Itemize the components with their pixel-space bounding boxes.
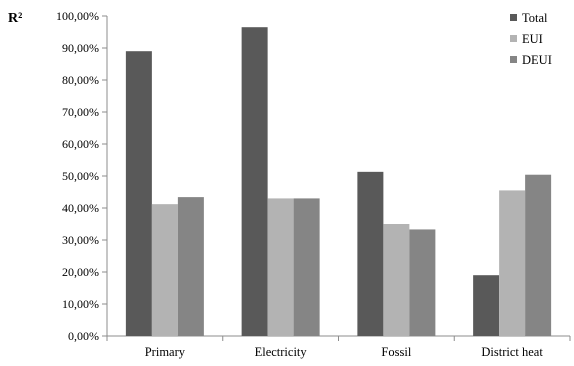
legend-swatch-eui bbox=[510, 35, 517, 42]
y-tick-label: 70,00% bbox=[62, 105, 99, 119]
legend: Total EUI DEUI bbox=[510, 11, 552, 67]
y-tick-label: 100,00% bbox=[56, 9, 99, 23]
bars bbox=[125, 27, 552, 336]
y-tick-label: 50,00% bbox=[62, 169, 99, 183]
y-tick-label: 0,00% bbox=[68, 329, 99, 343]
y-tick-label: 40,00% bbox=[62, 201, 99, 215]
y-tick-label: 80,00% bbox=[62, 73, 99, 87]
y-tick-label: 10,00% bbox=[62, 297, 99, 311]
bar-total bbox=[473, 275, 500, 336]
legend-label-deui: DEUI bbox=[522, 53, 552, 67]
bar-eui bbox=[383, 224, 410, 336]
bar-deui bbox=[177, 197, 204, 336]
bar-total bbox=[357, 171, 384, 336]
legend-swatch-total bbox=[510, 14, 517, 21]
x-category-label: District heat bbox=[481, 345, 543, 359]
legend-label-total: Total bbox=[522, 11, 548, 25]
x-axis: Primary Electricity Fossil District heat bbox=[106, 335, 571, 359]
bar-deui bbox=[409, 229, 436, 336]
legend-label-eui: EUI bbox=[522, 32, 543, 46]
x-category-label: Fossil bbox=[381, 345, 411, 359]
bar-eui bbox=[499, 190, 526, 336]
bar-deui bbox=[293, 198, 320, 336]
bar-total bbox=[241, 27, 268, 336]
x-category-label: Primary bbox=[145, 345, 186, 359]
bar-eui bbox=[267, 198, 294, 336]
y-axis-label: R² bbox=[8, 11, 22, 26]
bar-eui bbox=[151, 204, 178, 336]
bar-deui bbox=[525, 174, 552, 336]
y-axis: 0,00% 10,00% 20,00% 30,00% 40,00% 50,00% 60,00… bbox=[56, 9, 108, 343]
bar-total bbox=[125, 51, 152, 336]
y-tick-label: 60,00% bbox=[62, 137, 99, 151]
y-tick-label: 90,00% bbox=[62, 41, 99, 55]
x-category-label: Electricity bbox=[255, 345, 308, 359]
y-tick-label: 30,00% bbox=[62, 233, 99, 247]
legend-swatch-deui bbox=[510, 56, 517, 63]
y-tick-label: 20,00% bbox=[62, 265, 99, 279]
